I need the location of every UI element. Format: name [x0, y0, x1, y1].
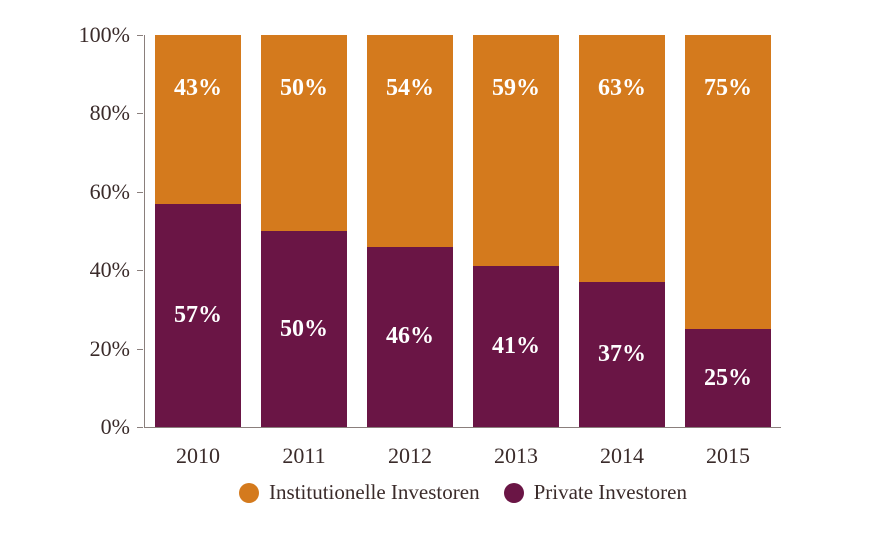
y-tick-label: 60% [90, 179, 130, 205]
legend-label-institutional: Institutionelle Investoren [269, 480, 480, 505]
x-tick-label: 2011 [282, 443, 325, 469]
bar-segment-private: 50% [261, 231, 347, 427]
bar-segment-private: 57% [155, 204, 241, 427]
x-tick-label: 2010 [176, 443, 220, 469]
y-tick-label: 20% [90, 336, 130, 362]
bar-segment-private: 46% [367, 247, 453, 427]
legend-swatch-private [504, 483, 524, 503]
bar-segment-institutional: 50% [261, 35, 347, 231]
bar-2015: 25%75% [685, 35, 771, 427]
bar-segment-private: 37% [579, 282, 665, 427]
y-tick-label: 100% [79, 22, 130, 48]
bar-2011: 50%50% [261, 35, 347, 427]
x-tick-label: 2012 [388, 443, 432, 469]
y-tick-mark [137, 35, 143, 36]
x-tick-label: 2015 [706, 443, 750, 469]
bar-segment-private: 41% [473, 266, 559, 427]
bar-segment-institutional: 75% [685, 35, 771, 329]
investor-share-chart: 0% 20% 40% 60% 80% 100% 57%43%50%50%46%5… [0, 0, 886, 534]
y-tick-label: 80% [90, 100, 130, 126]
bar-2012: 46%54% [367, 35, 453, 427]
bar-2010: 57%43% [155, 35, 241, 427]
bar-segment-institutional: 54% [367, 35, 453, 247]
bars-container: 57%43%50%50%46%54%41%59%37%63%25%75% [145, 35, 781, 427]
legend: Institutionelle Investoren Private Inves… [145, 480, 781, 505]
y-tick-label: 40% [90, 257, 130, 283]
bar-segment-institutional: 43% [155, 35, 241, 204]
legend-item-private: Private Investoren [504, 480, 687, 505]
x-axis-line [144, 427, 781, 428]
bar-segment-private: 25% [685, 329, 771, 427]
y-tick-mark [137, 270, 143, 271]
plot-area: 57%43%50%50%46%54%41%59%37%63%25%75% [145, 35, 781, 427]
legend-swatch-institutional [239, 483, 259, 503]
y-tick-mark [137, 349, 143, 350]
y-tick-mark [137, 113, 143, 114]
bar-segment-institutional: 59% [473, 35, 559, 266]
y-tick-mark [137, 192, 143, 193]
bar-segment-institutional: 63% [579, 35, 665, 282]
y-tick-label: 0% [101, 414, 130, 440]
y-tick-mark [137, 427, 143, 428]
legend-item-institutional: Institutionelle Investoren [239, 480, 480, 505]
x-tick-label: 2013 [494, 443, 538, 469]
legend-label-private: Private Investoren [534, 480, 687, 505]
bar-2014: 37%63% [579, 35, 665, 427]
x-tick-label: 2014 [600, 443, 644, 469]
bar-2013: 41%59% [473, 35, 559, 427]
